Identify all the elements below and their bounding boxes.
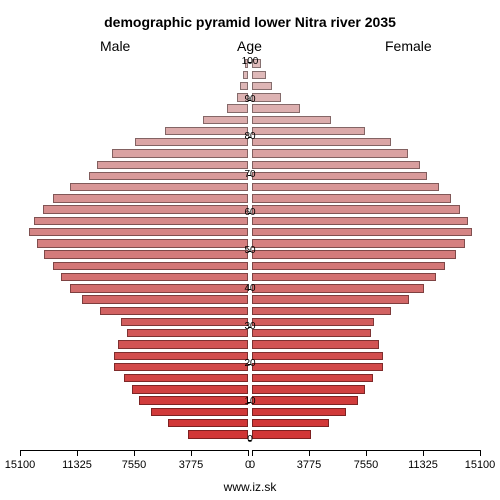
x-tick-label: 3775 xyxy=(297,459,321,471)
male-bar xyxy=(44,250,248,258)
x-tick-mark xyxy=(191,450,192,456)
female-bar xyxy=(252,352,383,360)
male-bar xyxy=(240,82,248,90)
male-bar xyxy=(203,116,248,124)
female-bar xyxy=(252,217,468,225)
female-bar xyxy=(252,363,383,371)
x-tick-label: 11325 xyxy=(62,459,92,471)
male-bar xyxy=(100,307,248,315)
age-tick-mark xyxy=(248,440,251,441)
x-tick-label: 15100 xyxy=(465,459,496,471)
female-header: Female xyxy=(385,38,432,54)
male-bar xyxy=(37,239,248,247)
age-tick-mark xyxy=(248,364,251,365)
male-bar xyxy=(121,318,248,326)
female-bar xyxy=(252,419,329,427)
female-bar xyxy=(252,385,365,393)
age-tick-mark xyxy=(248,100,251,101)
age-tick-mark xyxy=(248,289,251,290)
x-tick-mark xyxy=(366,450,367,456)
male-bar xyxy=(118,340,248,348)
female-bar xyxy=(252,318,374,326)
male-bar xyxy=(135,138,248,146)
male-bar xyxy=(70,284,248,292)
male-bar xyxy=(34,217,248,225)
male-bar xyxy=(227,104,248,112)
male-bar xyxy=(139,396,248,404)
female-bar xyxy=(252,262,445,270)
male-bar xyxy=(97,161,248,169)
age-tick-mark xyxy=(248,402,251,403)
female-bar xyxy=(252,228,472,236)
male-bar xyxy=(43,205,248,213)
male-bar xyxy=(89,172,248,180)
male-bar xyxy=(124,374,248,382)
male-bar xyxy=(29,228,248,236)
female-bar xyxy=(252,408,346,416)
pyramid-chart: demographic pyramid lower Nitra river 20… xyxy=(0,0,500,500)
x-tick-mark xyxy=(309,450,310,456)
x-tick-label: 15100 xyxy=(5,459,36,471)
female-bar xyxy=(252,127,365,135)
x-tick-label: 7550 xyxy=(122,459,146,471)
female-bar xyxy=(252,172,427,180)
x-tick-mark xyxy=(20,450,21,456)
age-tick-mark xyxy=(248,137,251,138)
female-bar xyxy=(252,239,465,247)
female-bar xyxy=(252,374,373,382)
female-bar xyxy=(252,161,420,169)
x-tick-mark xyxy=(252,450,253,456)
female-bar xyxy=(252,82,272,90)
female-bar xyxy=(252,273,436,281)
female-bar xyxy=(252,71,266,79)
female-bar xyxy=(252,340,379,348)
male-bar xyxy=(168,419,248,427)
male-bar xyxy=(132,385,248,393)
male-bar xyxy=(243,71,248,79)
x-tick-label: 11325 xyxy=(408,459,438,471)
female-bar xyxy=(252,138,391,146)
female-bar xyxy=(252,183,439,191)
female-bar xyxy=(252,194,451,202)
male-bar xyxy=(112,149,248,157)
female-bar xyxy=(252,284,424,292)
male-bar xyxy=(61,273,248,281)
x-tick-label: 0 xyxy=(249,459,255,471)
age-tick-mark xyxy=(248,62,251,63)
chart-title: demographic pyramid lower Nitra river 20… xyxy=(0,14,500,30)
age-tick-mark xyxy=(248,327,251,328)
female-bar xyxy=(252,116,331,124)
x-tick-label: 3775 xyxy=(179,459,203,471)
female-bar xyxy=(252,396,358,404)
male-bar xyxy=(151,408,248,416)
male-bar xyxy=(53,262,248,270)
female-bar xyxy=(252,250,456,258)
female-bar xyxy=(252,307,391,315)
male-bar xyxy=(165,127,248,135)
x-tick-mark xyxy=(248,450,249,456)
female-bar xyxy=(252,149,408,157)
male-bar xyxy=(114,363,248,371)
male-bar xyxy=(70,183,248,191)
male-bar xyxy=(127,329,248,337)
female-bar xyxy=(252,295,409,303)
male-bar xyxy=(82,295,248,303)
female-bar xyxy=(252,104,300,112)
male-bar xyxy=(53,194,248,202)
x-tick-mark xyxy=(77,450,78,456)
x-tick-label: 7550 xyxy=(354,459,378,471)
x-tick-mark xyxy=(480,450,481,456)
age-tick-mark xyxy=(248,251,251,252)
x-tick-mark xyxy=(423,450,424,456)
plot-area: 0102030405060708090100 xyxy=(20,58,480,440)
x-tick-mark xyxy=(134,450,135,456)
male-header: Male xyxy=(100,38,130,54)
male-bar xyxy=(114,352,248,360)
age-header: Age xyxy=(237,38,262,54)
age-tick-mark xyxy=(248,175,251,176)
female-bar xyxy=(252,329,371,337)
footer-text: www.iz.sk xyxy=(0,480,500,494)
age-tick-mark xyxy=(248,213,251,214)
female-bar xyxy=(252,205,460,213)
